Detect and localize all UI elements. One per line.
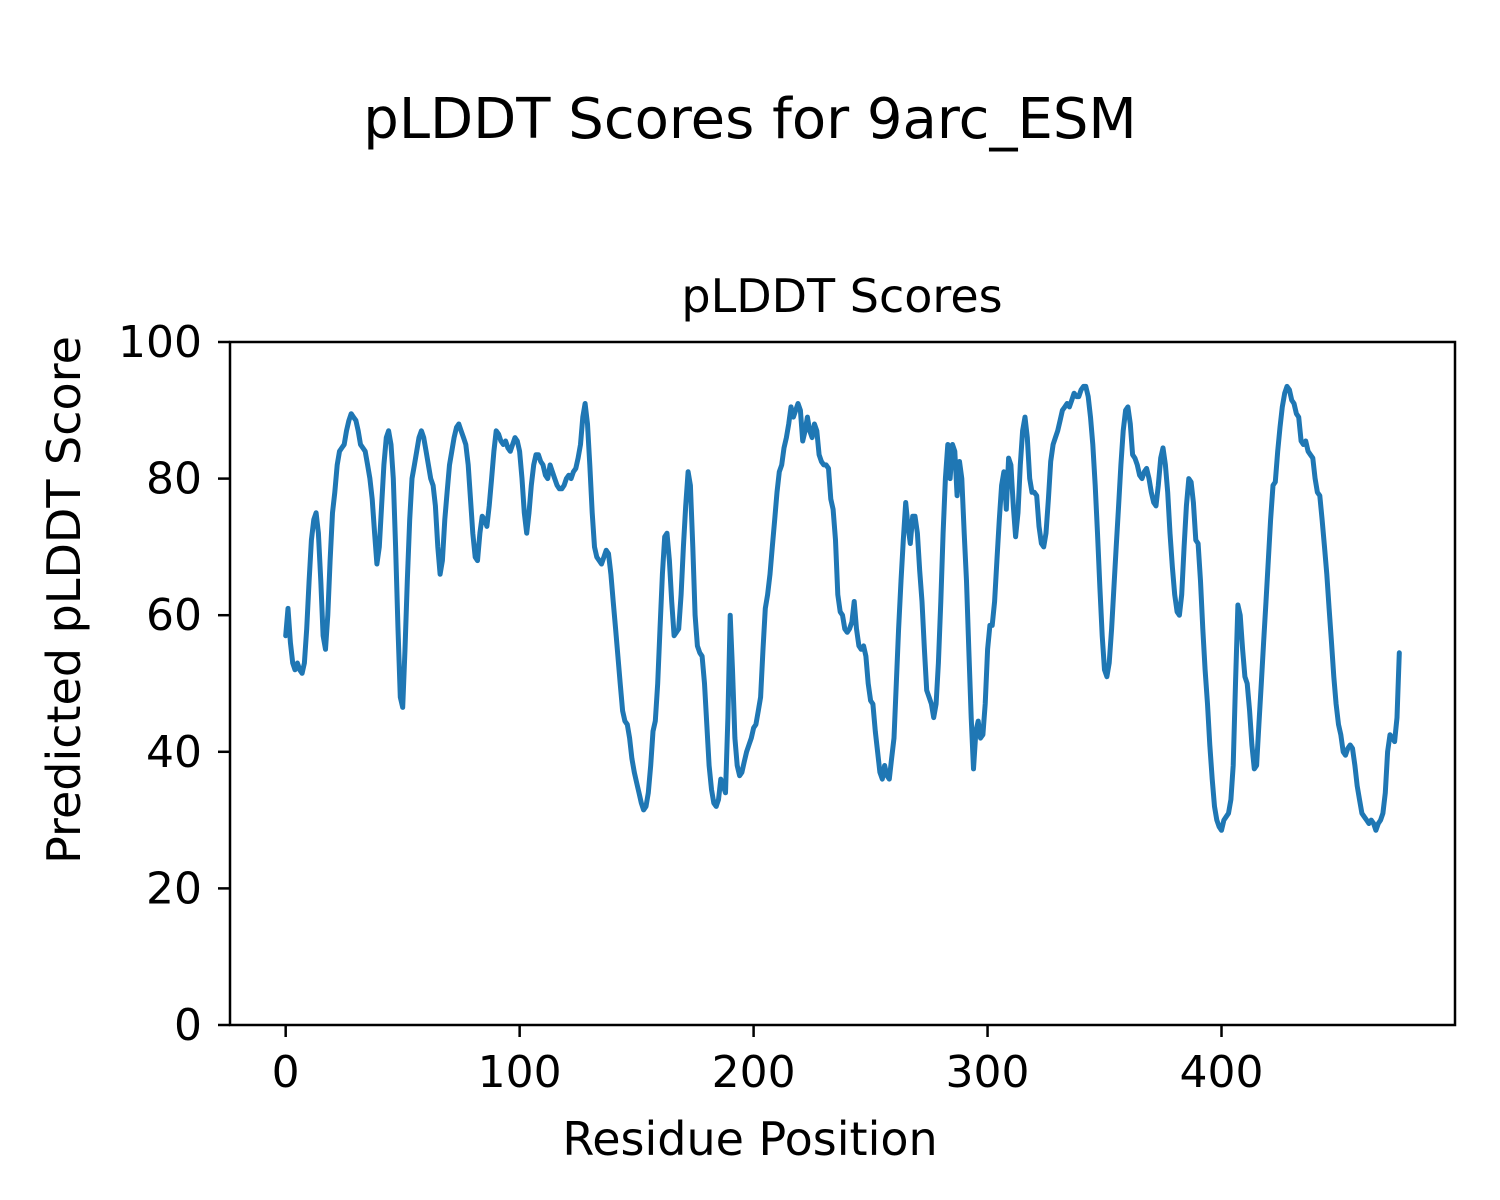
y-tick-label: 60 bbox=[146, 590, 202, 641]
x-tick-label: 100 bbox=[478, 1047, 562, 1098]
plot-border bbox=[228, 340, 1457, 1027]
plddt-series-line bbox=[283, 383, 1402, 833]
y-tick-label: 80 bbox=[146, 454, 202, 505]
axes-title: pLDDT Scores bbox=[681, 269, 1002, 323]
x-tick-label: 400 bbox=[1180, 1047, 1264, 1098]
y-axis-label: Predicted pLDDT Score bbox=[37, 336, 91, 864]
y-tick-label: 0 bbox=[174, 1000, 202, 1051]
x-axis-ticks: 0 100 200 300 400 bbox=[272, 1025, 1264, 1098]
x-tick-label: 300 bbox=[946, 1047, 1030, 1098]
y-axis-ticks: 0 20 40 60 80 100 bbox=[118, 317, 230, 1051]
figure-suptitle: pLDDT Scores for 9arc_ESM bbox=[363, 87, 1136, 152]
y-tick-label: 100 bbox=[118, 317, 202, 368]
x-tick-label: 0 bbox=[272, 1047, 300, 1098]
x-axis-label: Residue Position bbox=[562, 1112, 937, 1166]
y-tick-label: 20 bbox=[146, 863, 202, 914]
y-tick-label: 40 bbox=[146, 727, 202, 778]
x-tick-label: 200 bbox=[712, 1047, 796, 1098]
